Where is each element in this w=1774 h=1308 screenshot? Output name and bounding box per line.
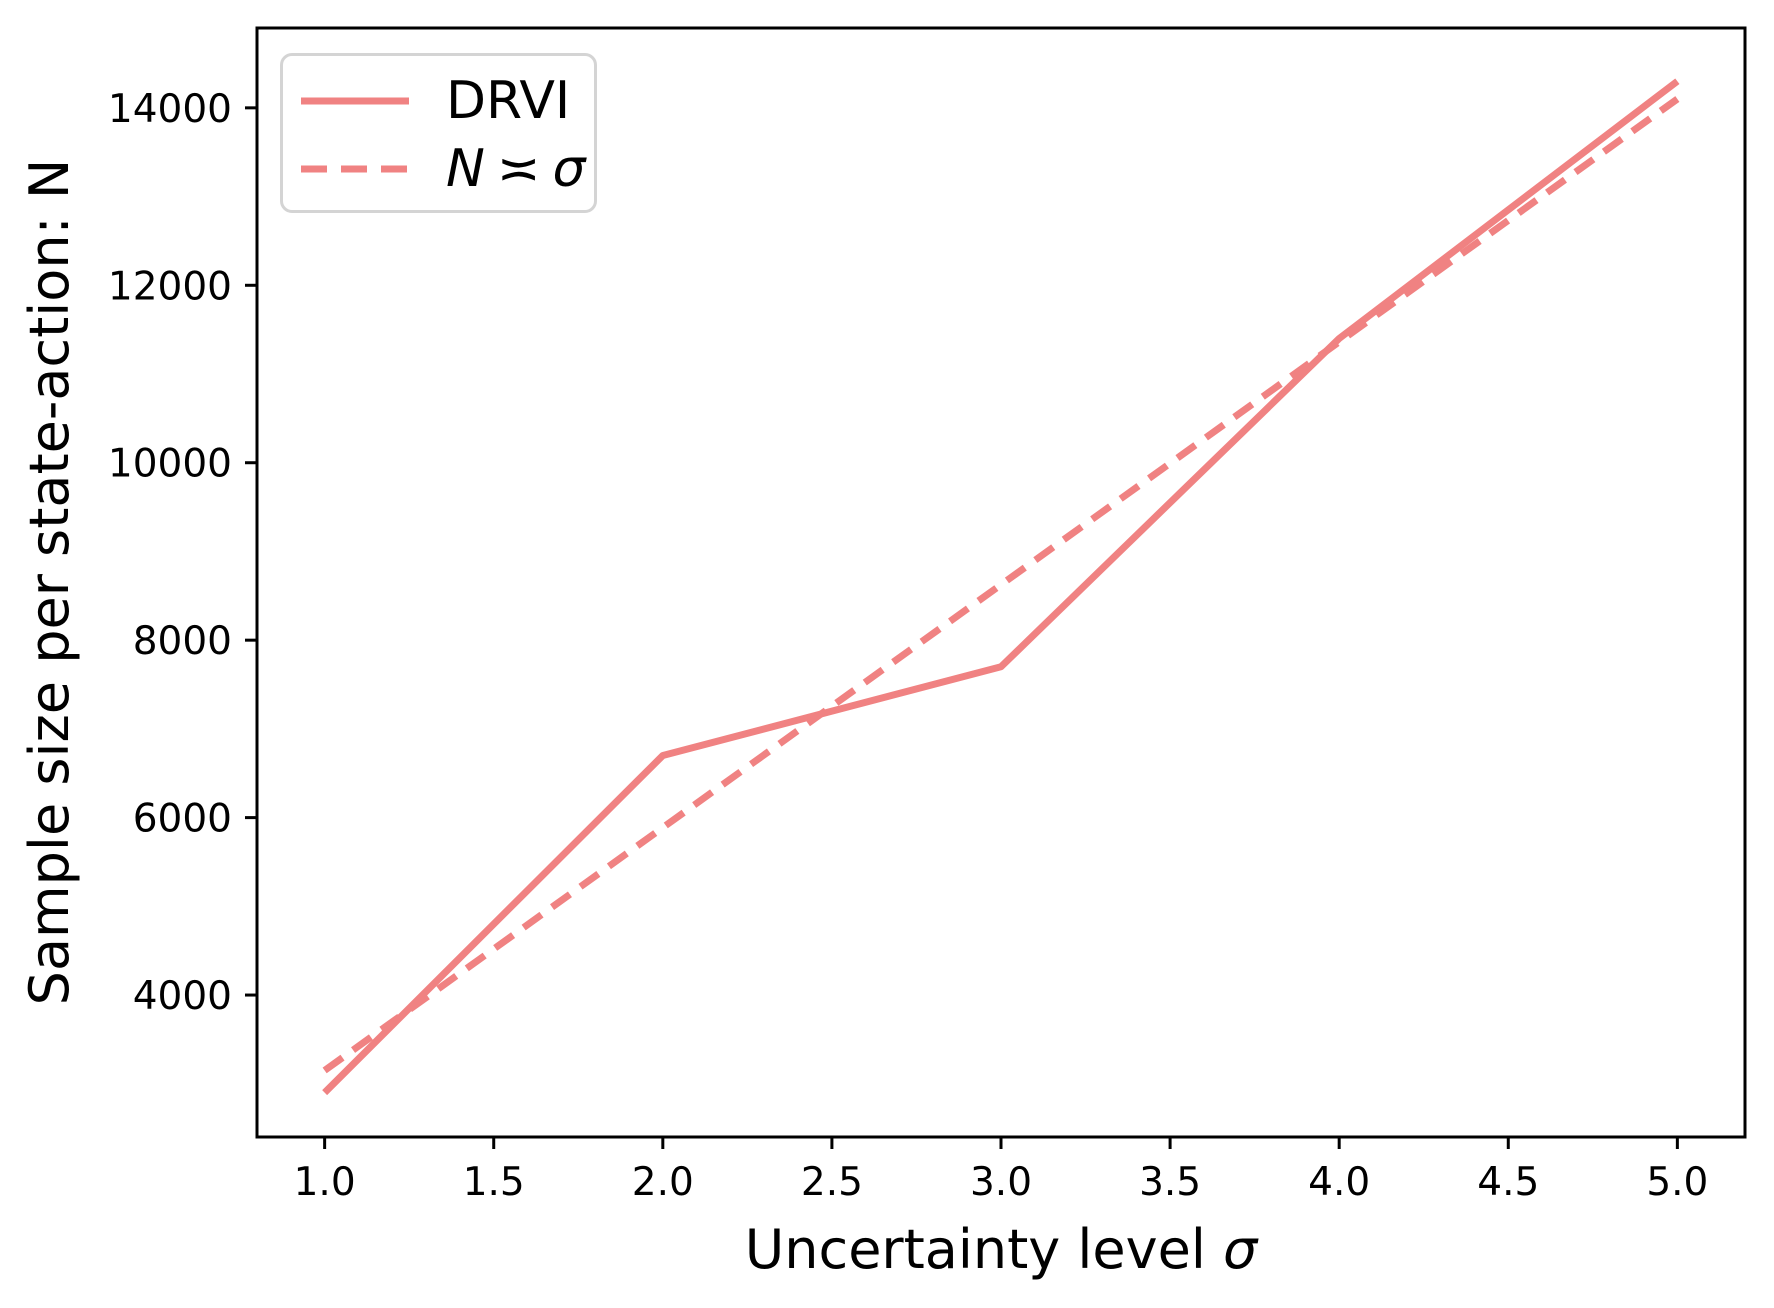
x-tick-label: 5.0 — [1646, 1160, 1708, 1205]
legend-item-drvi: DRVI — [300, 68, 574, 134]
asymp-reference-line — [322, 96, 1680, 1074]
legend-label-asymp: N ≍ σ — [446, 136, 585, 202]
x-axis-label-text: Uncertainty level — [744, 1218, 1223, 1281]
x-tick-label: 2.5 — [801, 1160, 863, 1205]
x-tick-label: 3.0 — [970, 1160, 1032, 1205]
legend-item-asymp: N ≍ σ — [300, 136, 585, 202]
legend-label-drvi: DRVI — [446, 71, 571, 131]
y-tick-label: 10000 — [108, 442, 232, 487]
y-tick-label: 6000 — [133, 797, 232, 842]
x-tick-label: 1.0 — [294, 1160, 356, 1205]
legend: DRVI N ≍ σ — [280, 53, 597, 213]
x-tick-label: 2.0 — [632, 1160, 694, 1205]
y-axis-label: Sample size per state-action: N — [18, 158, 81, 1006]
x-tick-label: 3.5 — [1139, 1160, 1201, 1205]
x-axis-ticks: 1.0 1.5 2.0 2.5 3.0 3.5 4.0 4.5 5.0 — [294, 1137, 1708, 1205]
asymp-relation-symbol: ≍ — [496, 139, 541, 199]
legend-asymp-var: N — [446, 139, 485, 199]
x-axis-label-sigma: σ — [1223, 1218, 1258, 1281]
x-tick-label: 1.5 — [463, 1160, 525, 1205]
y-tick-label: 4000 — [133, 974, 232, 1019]
dashed-line-sample-icon — [301, 165, 409, 173]
y-axis-ticks: 4000 6000 8000 10000 12000 14000 — [108, 87, 257, 1019]
y-tick-label: 8000 — [133, 619, 232, 664]
x-tick-label: 4.0 — [1308, 1160, 1370, 1205]
x-tick-label: 4.5 — [1477, 1160, 1539, 1205]
y-tick-label: 12000 — [108, 264, 232, 309]
legend-asymp-sigma: σ — [552, 139, 586, 199]
y-tick-label: 14000 — [108, 87, 232, 132]
drvi-line — [322, 78, 1680, 1096]
x-axis-label: Uncertainty level σ — [257, 1218, 1745, 1281]
plot-area-border — [255, 26, 1747, 1139]
solid-line-sample-icon — [301, 97, 409, 105]
